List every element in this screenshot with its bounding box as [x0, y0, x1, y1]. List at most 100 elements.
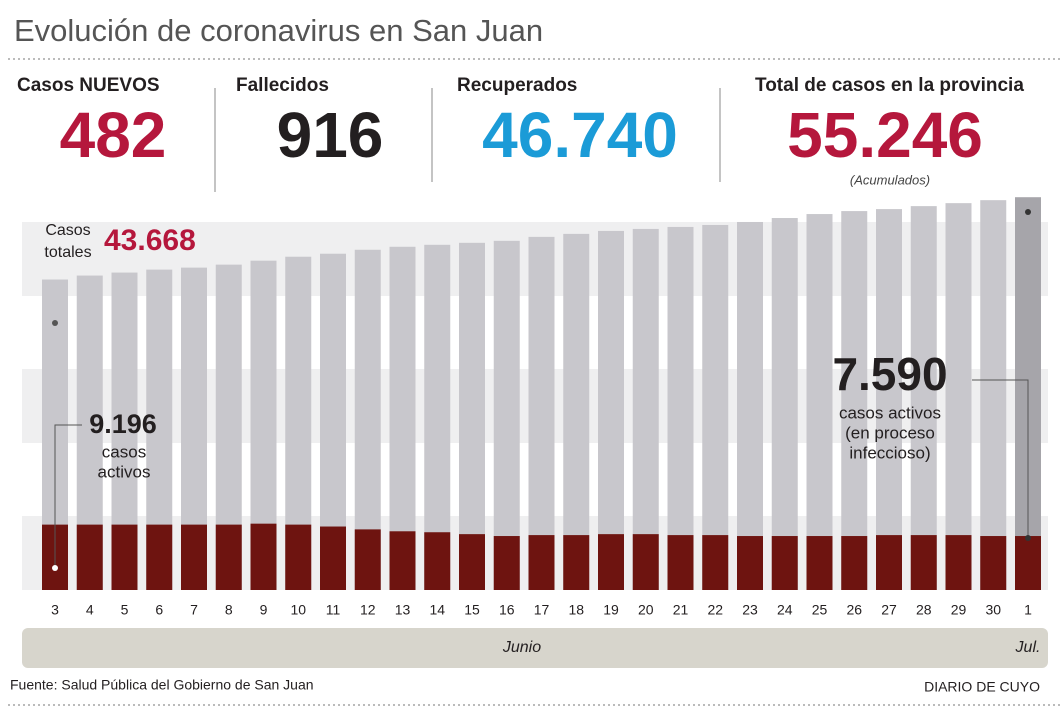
- active-bar: [632, 534, 659, 590]
- active-bar: [493, 536, 520, 590]
- value-label: 43.668: [104, 224, 196, 257]
- x-tick-label: 12: [360, 602, 376, 618]
- total-bar: [945, 203, 972, 590]
- active-bar: [876, 535, 902, 590]
- active-bar: [528, 535, 555, 590]
- active-bar: [563, 535, 590, 590]
- annotation: totales: [44, 244, 91, 261]
- month-band: [22, 628, 1048, 668]
- x-tick-label: 18: [568, 602, 584, 618]
- leader: [972, 379, 1029, 538]
- total-bar: [459, 242, 485, 590]
- annotation: casos activos: [839, 403, 941, 422]
- total-bar: [563, 233, 590, 590]
- active-bar: [459, 534, 485, 590]
- active-bar: [76, 524, 103, 590]
- source: Fuente: Salud Pública del Gobierno de Sa…: [10, 677, 314, 693]
- total-bar: [702, 224, 729, 590]
- total-bar: [841, 211, 868, 591]
- annotation: activos: [98, 462, 151, 481]
- active-bar: [806, 536, 833, 590]
- x-tick-label: 5: [121, 602, 129, 618]
- stat-value: 482: [60, 99, 167, 171]
- credit: DIARIO DE CUYO: [924, 679, 1040, 695]
- marker: [52, 565, 58, 571]
- active-bar: [181, 524, 207, 590]
- stat-value: 55.246: [787, 99, 983, 171]
- x-tick-label: 8: [225, 602, 233, 618]
- x-tick-label: 14: [429, 602, 445, 618]
- month-label: Junio: [502, 639, 541, 656]
- x-tick-label: 1: [1024, 602, 1032, 618]
- stat-label: Casos NUEVOS: [17, 75, 160, 96]
- active-bar: [215, 524, 242, 590]
- active-bar: [285, 524, 312, 590]
- active-bar: [737, 536, 763, 590]
- annotation: casos: [102, 442, 146, 461]
- x-tick-label: 17: [534, 602, 550, 618]
- x-tick-label: 22: [707, 602, 723, 618]
- x-tick-label: 27: [881, 602, 897, 618]
- total-bar: [771, 218, 798, 590]
- x-tick-label: 24: [777, 602, 793, 618]
- x-tick-label: 28: [916, 602, 932, 618]
- active-bar: [111, 524, 138, 590]
- stat-label: Recuperados: [457, 75, 577, 96]
- active-bar: [702, 535, 729, 590]
- x-tick-label: 11: [326, 602, 341, 618]
- active-bar: [320, 526, 346, 590]
- total-bar: [737, 221, 763, 591]
- active-bar: [771, 536, 798, 590]
- x-tick-label: 4: [86, 602, 94, 618]
- active-bar: [945, 535, 972, 590]
- x-tick-label: 10: [290, 602, 306, 618]
- total-bar: [493, 240, 520, 590]
- x-tick-label: 26: [846, 602, 862, 618]
- annotation: Casos: [45, 222, 90, 239]
- title: Evolución de coronavirus en San Juan: [14, 13, 543, 48]
- bars: [42, 197, 1041, 591]
- value-label: 9.196: [89, 409, 157, 439]
- active-bar: [910, 535, 937, 590]
- leader: [54, 424, 82, 568]
- x-tick-label: 7: [190, 602, 198, 618]
- annotation: infeccioso): [849, 443, 930, 462]
- total-bar: [910, 206, 937, 590]
- x-tick-label: 3: [51, 602, 59, 618]
- stat-note: (Acumulados): [850, 172, 930, 187]
- active-bar: [1015, 536, 1041, 590]
- x-tick-label: 19: [603, 602, 619, 618]
- marker: [1025, 535, 1031, 541]
- active-bar: [146, 524, 173, 590]
- annotation: (en proceso: [845, 423, 935, 442]
- stat-label: Total de casos en la provincia: [755, 75, 1024, 96]
- total-bar: [667, 226, 694, 591]
- stat-label: Fallecidos: [236, 75, 329, 96]
- value-label: 7.590: [832, 348, 947, 400]
- active-bar: [667, 535, 694, 590]
- stat-value: 916: [277, 99, 384, 171]
- active-bar: [250, 523, 277, 590]
- x-tick-label: 29: [951, 602, 967, 618]
- x-tick-label: 21: [673, 602, 689, 618]
- active-bar: [424, 532, 451, 590]
- stat-value: 46.740: [482, 99, 678, 171]
- total-bar: [528, 236, 555, 591]
- total-bar: [598, 230, 624, 590]
- total-bar: [876, 209, 902, 591]
- x-tick-label: 15: [464, 602, 480, 618]
- active-bar: [980, 536, 1007, 590]
- x-tick-label: 23: [742, 602, 758, 618]
- active-bar: [389, 531, 416, 590]
- active-bar: [598, 534, 624, 590]
- x-tick-label: 16: [499, 602, 515, 618]
- total-bar: [806, 214, 833, 590]
- marker: [52, 320, 58, 326]
- x-tick-label: 6: [155, 602, 163, 618]
- x-tick-label: 13: [395, 602, 411, 618]
- total-bar: [632, 228, 659, 591]
- x-tick-label: 9: [260, 602, 268, 618]
- x-tick-label: 30: [985, 602, 1001, 618]
- marker: [1025, 209, 1031, 215]
